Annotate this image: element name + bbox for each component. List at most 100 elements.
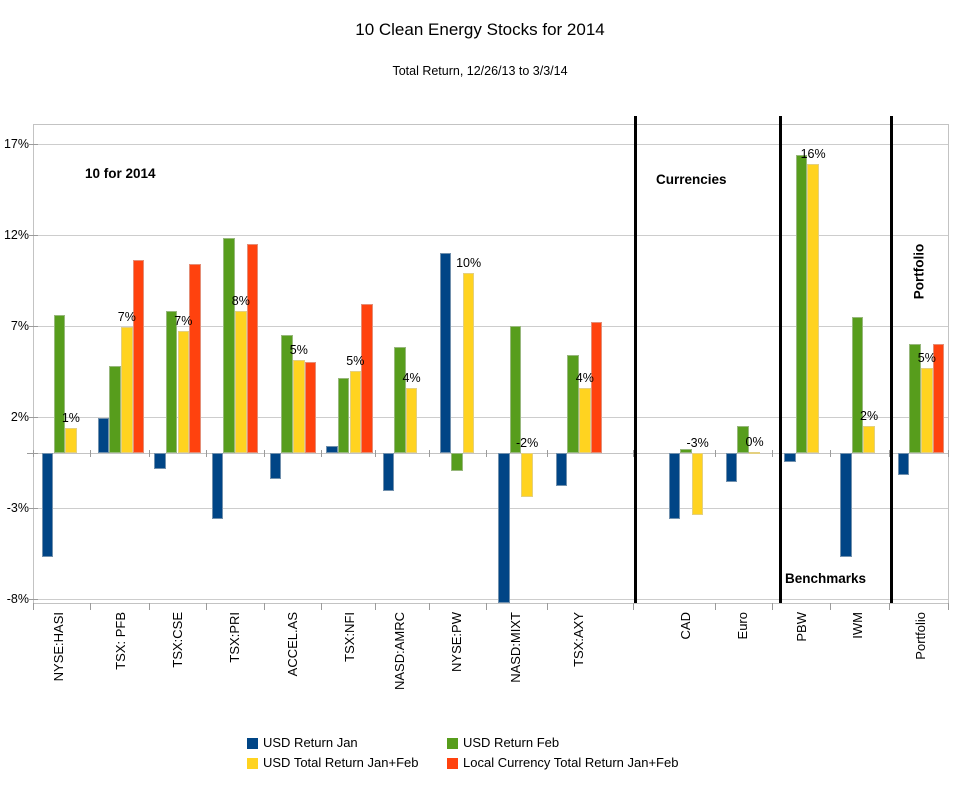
legend-item: Local Currency Total Return Jan+Feb	[447, 755, 678, 771]
legend-item: USD Return Jan	[247, 735, 447, 751]
x-axis-category-label: CAD	[678, 612, 693, 640]
usd-total-bar	[405, 387, 418, 453]
jan-bar	[41, 453, 54, 557]
bar-value-label: 10%	[456, 255, 482, 270]
x-axis-tick	[149, 603, 150, 610]
y-axis-tick	[27, 326, 38, 327]
bar-value-label: 5%	[346, 354, 365, 369]
x-axis-tick	[149, 450, 150, 457]
section-divider-line	[779, 116, 782, 603]
feb-bar	[567, 354, 579, 453]
bar-value-label: 7%	[117, 310, 136, 325]
bar-value-label: 1%	[61, 410, 80, 425]
jan-bar	[840, 453, 852, 557]
x-axis-tick	[889, 450, 890, 457]
local-total-bar	[246, 243, 259, 453]
jan-bar	[211, 453, 224, 519]
x-axis-tick	[772, 603, 773, 610]
x-axis-tick	[547, 603, 548, 610]
x-axis-tick	[715, 450, 716, 457]
local-total-bar	[932, 343, 945, 453]
x-axis-tick	[948, 603, 949, 610]
bar-value-label: 0%	[745, 435, 764, 450]
ann-benchmarks: Benchmarks	[785, 571, 867, 586]
feb-bar	[223, 238, 235, 453]
x-axis-category-label: TSX:PRI	[227, 612, 242, 663]
x-axis-category-label: Portfolio	[913, 612, 928, 660]
local-total-bar	[590, 322, 603, 453]
usd-total-bar	[691, 453, 704, 515]
feb-bar	[394, 347, 406, 453]
x-axis-tick	[33, 450, 34, 457]
y-axis-tick-label: 12%	[3, 228, 29, 242]
x-axis-tick	[206, 603, 207, 610]
y-axis-tick-label: -8%	[6, 592, 29, 606]
x-axis-tick	[715, 603, 716, 610]
local-total-bar	[304, 362, 317, 453]
gridline	[34, 508, 948, 509]
feb-bar	[851, 316, 864, 453]
feb-bar	[909, 343, 921, 453]
feb-bar	[53, 314, 66, 453]
local-total-bar	[132, 260, 145, 453]
bar-value-label: 7%	[174, 314, 193, 329]
x-axis-category-label: NYSE:PW	[449, 612, 464, 672]
ann-10-for-2014: 10 for 2014	[85, 166, 156, 181]
usd-total-bar	[863, 425, 875, 453]
x-axis-category-label: NASD:MIXT	[507, 612, 523, 683]
bar-value-label: 4%	[402, 370, 421, 385]
x-axis-category-label: TSX:NFI	[341, 612, 357, 662]
ann-currencies: Currencies	[656, 172, 727, 187]
x-axis-category-label: PBW	[793, 612, 809, 642]
legend-swatch-blue-icon	[247, 737, 258, 749]
legend-label: USD Total Return Jan+Feb	[263, 755, 419, 770]
legend-item: USD Return Feb	[447, 735, 678, 751]
usd-total-bar	[807, 163, 819, 453]
x-axis-tick	[889, 603, 890, 610]
usd-total-bar	[349, 371, 362, 453]
legend-label: Local Currency Total Return Jan+Feb	[463, 755, 679, 770]
x-axis-tick	[830, 603, 831, 610]
feb-bar	[795, 154, 808, 453]
x-axis-tick	[321, 450, 322, 457]
local-total-bar	[189, 263, 201, 453]
plot-area	[33, 124, 949, 604]
x-axis-tick	[206, 450, 207, 457]
feb-bar	[737, 425, 749, 453]
legend-label: USD Return Jan	[263, 735, 358, 750]
jan-bar	[555, 453, 568, 486]
jan-bar	[668, 453, 681, 519]
bar-value-label: -3%	[686, 436, 709, 450]
x-axis-tick	[486, 603, 487, 610]
jan-bar	[326, 445, 338, 453]
x-axis-category-label: TSX:AXY	[571, 612, 586, 667]
chart-legend: USD Return Jan USD Return Feb USD Total …	[247, 735, 678, 771]
x-axis-tick	[429, 450, 430, 457]
chart-title: 10 Clean Energy Stocks for 2014	[355, 20, 605, 39]
feb-bar	[109, 365, 121, 453]
x-axis-category-label: ACCEL.AS	[285, 612, 300, 677]
y-axis-tick	[27, 235, 38, 236]
x-axis-tick	[264, 603, 265, 610]
feb-bar	[337, 378, 350, 453]
usd-total-bar	[235, 311, 247, 453]
usd-total-bar	[462, 272, 475, 453]
usd-total-bar	[177, 331, 190, 453]
bar-value-label: 2%	[860, 408, 879, 423]
usd-total-bar	[748, 452, 761, 455]
x-axis-tick	[830, 450, 831, 457]
feb-bar	[509, 325, 522, 453]
bar-value-label: 5%	[289, 343, 308, 358]
section-divider-line	[890, 116, 893, 603]
gridline	[34, 326, 948, 327]
jan-bar	[382, 453, 395, 492]
y-axis-tick	[27, 508, 38, 509]
jan-bar	[725, 453, 738, 483]
jan-bar	[784, 453, 796, 463]
x-axis-tick	[486, 450, 487, 457]
ann-portfolio: Portfolio	[911, 243, 927, 300]
legend-label: USD Return Feb	[463, 735, 560, 750]
bar-value-label: 16%	[800, 146, 826, 161]
bar-value-label: 4%	[575, 370, 594, 385]
x-axis-tick	[90, 450, 91, 457]
